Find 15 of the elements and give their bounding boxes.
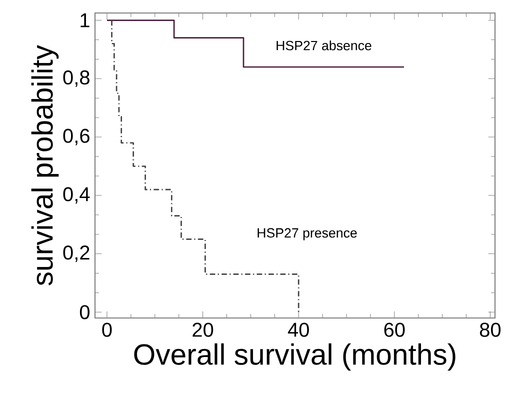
y-axis-title: survival probability (31, 44, 59, 286)
x-tick-label: 40 (288, 322, 309, 337)
y-tick-label: 0,4 (63, 187, 90, 204)
y-tick-label: 0,2 (63, 246, 90, 262)
x-tick-label: 80 (480, 322, 501, 337)
y-tick-label: 1 (80, 13, 90, 28)
y-tick-label: 0,6 (63, 128, 90, 146)
y-tick-label: 0 (80, 305, 90, 320)
x-tick-label: 20 (192, 322, 214, 337)
x-tick-label: 0 (102, 322, 112, 337)
y-tick-label: 0,8 (63, 70, 90, 87)
series-label: HSP27 absence (276, 40, 372, 50)
x-axis-title: Overall survival (months) (134, 343, 456, 371)
text: HSP27 presence (258, 228, 357, 240)
x-tick-label: 60 (384, 322, 405, 337)
